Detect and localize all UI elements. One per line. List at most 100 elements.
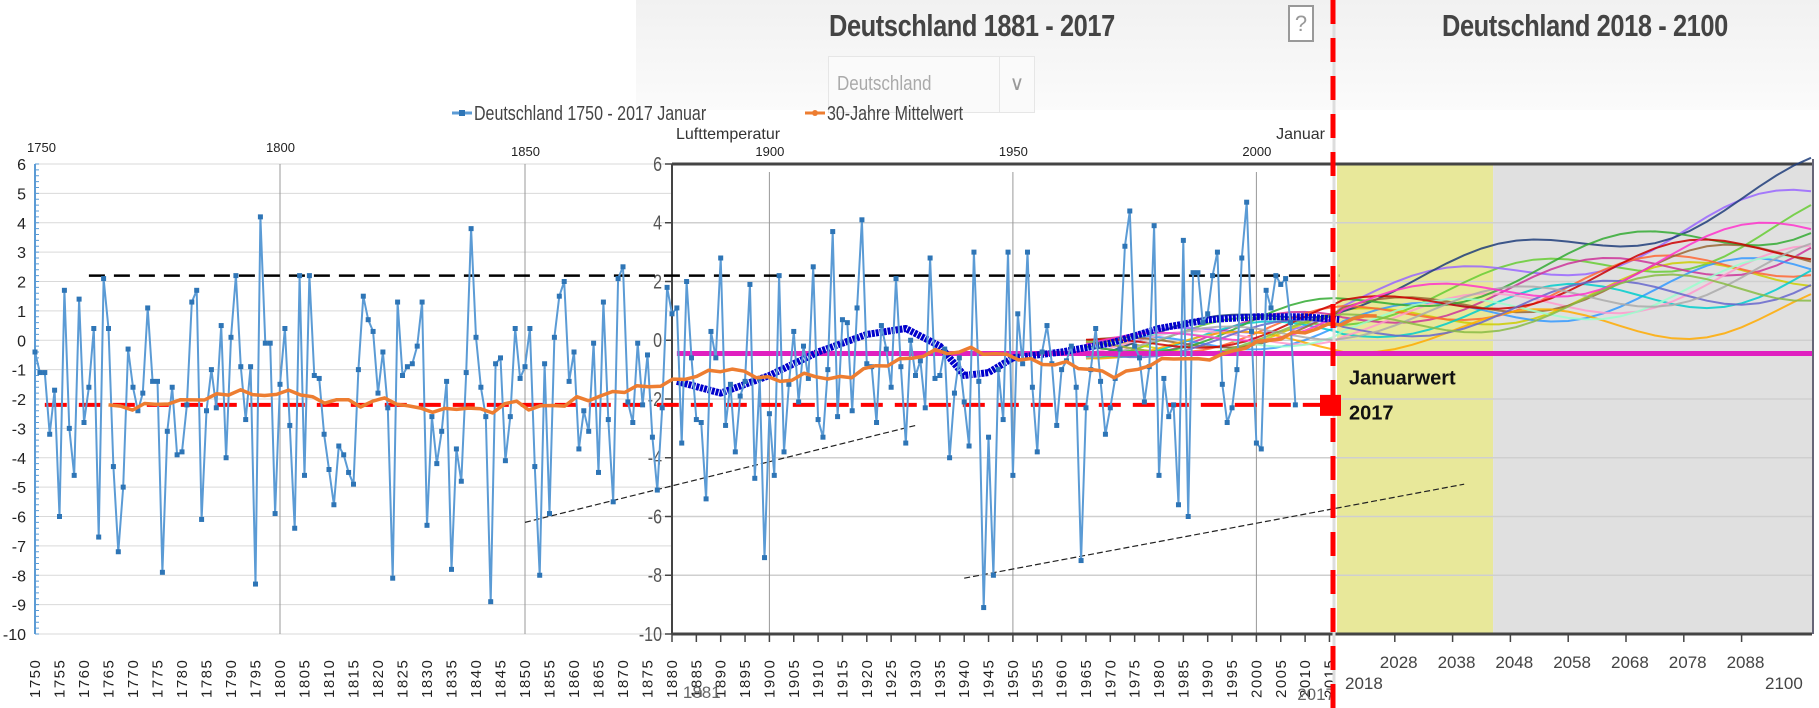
januar-point <box>566 378 572 384</box>
januar-point <box>449 566 454 572</box>
januar-point <box>698 420 704 425</box>
januar-point <box>522 364 528 370</box>
region-select[interactable]: Deutschland ∨ <box>828 56 1035 113</box>
januar-point <box>844 320 850 326</box>
januar-point <box>400 373 405 378</box>
left-y-tick-label: -1 <box>12 363 26 380</box>
januar-point <box>390 575 396 581</box>
januarwert-2017-marker <box>1320 394 1341 416</box>
chevron-down-icon[interactable]: ∨ <box>999 57 1034 112</box>
januar-point <box>1127 208 1133 214</box>
future-x-tick-label: 2048 <box>1495 653 1533 672</box>
januar-point <box>825 367 831 373</box>
projection-line <box>1085 188 1812 349</box>
x-tick-label: 1940 <box>956 659 973 698</box>
januar-point <box>551 334 557 340</box>
januar-point <box>355 367 361 373</box>
x-tick-label: 1815 <box>346 659 363 698</box>
januar-point <box>913 373 918 378</box>
januar-point <box>1180 237 1186 243</box>
legend-marker-mean <box>812 110 818 116</box>
range-label-2100: 2100 <box>1765 674 1803 693</box>
x-tick-label: 1860 <box>566 659 583 698</box>
januar-point <box>815 417 821 423</box>
januar-point <box>664 284 670 290</box>
januar-point <box>145 305 151 311</box>
januar-point <box>1283 276 1289 282</box>
januar-point <box>723 422 729 428</box>
januar-point <box>238 364 244 370</box>
x-tick-label: 1780 <box>174 659 191 698</box>
januar-point <box>1161 375 1167 381</box>
januar-point <box>645 352 650 358</box>
januar-point <box>272 511 278 517</box>
januar-point <box>1059 367 1065 373</box>
januar-point <box>184 402 190 408</box>
januar-point <box>600 299 606 305</box>
januar-point <box>762 555 768 561</box>
x-tick-label: 1840 <box>468 659 485 698</box>
januar-point <box>830 229 836 235</box>
projection-line <box>1085 221 1812 346</box>
januar-point <box>1137 355 1143 361</box>
januar-point <box>591 340 597 346</box>
januar-point <box>527 326 533 331</box>
januar-point <box>688 355 694 361</box>
januar-point <box>341 452 347 458</box>
januar-point <box>110 464 116 470</box>
help-button[interactable]: ? <box>1288 5 1314 42</box>
januar-point <box>1234 367 1240 373</box>
januar-point <box>1068 343 1074 349</box>
januar-point <box>71 472 77 478</box>
januar-point <box>805 375 811 381</box>
legend-label-januar: Deutschland 1750 - 2017 Januar <box>474 102 706 124</box>
januar-point <box>981 605 987 611</box>
januar-point <box>864 361 870 367</box>
januar-point <box>581 408 587 414</box>
future-x-tick-label: 2068 <box>1611 653 1649 672</box>
januar-point <box>1098 378 1104 384</box>
x-tick-label: 1855 <box>542 659 559 698</box>
januar-point <box>766 411 772 417</box>
januar-point <box>493 361 499 367</box>
projection-line <box>1085 293 1812 360</box>
x-tick-label: 1945 <box>981 659 998 698</box>
x-tick-label: 1935 <box>932 659 949 698</box>
mid-y-tick-label: 6 <box>653 153 662 175</box>
x-tick-label: 1870 <box>615 659 632 698</box>
januar-point <box>703 496 709 502</box>
januar-point <box>1117 346 1123 352</box>
left-y-tick-label: -5 <box>12 480 26 497</box>
mean-30yr-line <box>108 314 1377 415</box>
januar-point <box>893 276 899 282</box>
januar-point <box>596 469 601 475</box>
januar-point <box>1122 243 1128 249</box>
title-2018-2100: Deutschland 2018 - 2100 <box>1442 8 1728 43</box>
x-tick-label: 1970 <box>1102 659 1119 698</box>
januar-point <box>878 323 884 329</box>
region-select-value: Deutschland <box>837 73 932 95</box>
januar-point <box>556 293 562 299</box>
januar-point <box>1025 249 1031 255</box>
januar-point <box>732 449 738 455</box>
top-year-label: 2000 <box>1242 144 1271 159</box>
januar-point <box>708 328 714 334</box>
januar-point <box>820 434 826 440</box>
januar-point <box>81 420 87 425</box>
x-tick-label: 1895 <box>737 659 754 698</box>
januar-point <box>1132 343 1138 349</box>
januar-point <box>976 378 982 384</box>
left-y-tick-label: 6 <box>17 157 26 174</box>
left-y-tick-label: -6 <box>12 510 26 527</box>
x-tick-label: 1790 <box>223 659 240 698</box>
x-tick-label: 1950 <box>1005 659 1022 698</box>
januar-point <box>439 428 445 434</box>
januar-point <box>488 599 494 605</box>
januar-point <box>1273 273 1279 279</box>
range-label-2018: 2018 <box>1345 674 1383 693</box>
januar-point <box>947 455 953 461</box>
x-tick-label: 1755 <box>52 659 69 698</box>
januar-point <box>1258 446 1264 452</box>
x-tick-label: 1910 <box>810 659 827 698</box>
januar-point <box>1166 414 1172 420</box>
